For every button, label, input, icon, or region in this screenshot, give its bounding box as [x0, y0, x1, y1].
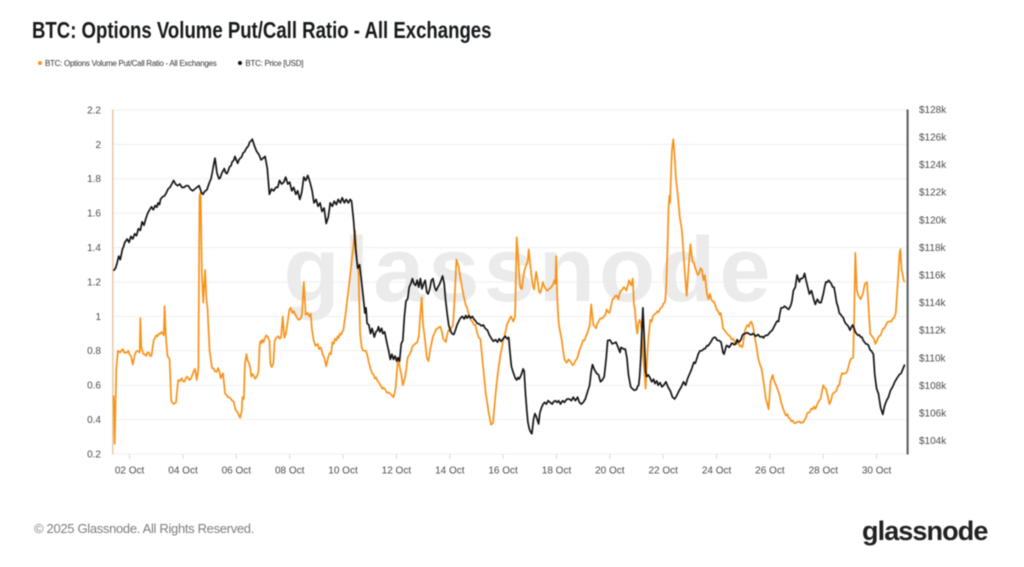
svg-text:$110k: $110k	[919, 353, 947, 364]
svg-text:1.4: 1.4	[87, 243, 101, 254]
svg-text:08 Oct: 08 Oct	[275, 466, 305, 477]
svg-text:14 Oct: 14 Oct	[435, 466, 465, 477]
svg-text:1.2: 1.2	[87, 277, 101, 288]
svg-text:0.8: 0.8	[87, 346, 101, 357]
svg-text:16 Oct: 16 Oct	[488, 466, 518, 477]
svg-text:$118k: $118k	[919, 243, 947, 254]
svg-text:$128k: $128k	[919, 105, 947, 116]
svg-text:20 Oct: 20 Oct	[595, 466, 625, 477]
svg-text:30 Oct: 30 Oct	[862, 466, 892, 477]
svg-text:02 Oct: 02 Oct	[115, 466, 145, 477]
svg-text:1.8: 1.8	[87, 174, 101, 185]
svg-text:1: 1	[95, 312, 101, 323]
svg-text:$106k: $106k	[919, 409, 947, 420]
svg-text:24 Oct: 24 Oct	[702, 466, 732, 477]
svg-text:2.2: 2.2	[87, 105, 101, 116]
svg-text:26 Oct: 26 Oct	[755, 466, 785, 477]
svg-text:04 Oct: 04 Oct	[168, 466, 198, 477]
svg-text:$122k: $122k	[919, 188, 947, 199]
svg-text:0.2: 0.2	[87, 449, 101, 460]
svg-text:$104k: $104k	[919, 436, 947, 447]
svg-text:$114k: $114k	[919, 298, 947, 309]
svg-text:$124k: $124k	[919, 160, 947, 171]
svg-text:$108k: $108k	[919, 381, 947, 392]
svg-text:$120k: $120k	[919, 215, 947, 226]
svg-text:18 Oct: 18 Oct	[542, 466, 572, 477]
svg-text:12 Oct: 12 Oct	[382, 466, 412, 477]
svg-text:0.4: 0.4	[87, 415, 101, 426]
svg-text:$126k: $126k	[919, 133, 947, 144]
svg-text:22 Oct: 22 Oct	[648, 466, 678, 477]
svg-text:1.6: 1.6	[87, 209, 101, 220]
svg-text:28 Oct: 28 Oct	[809, 466, 839, 477]
svg-text:06 Oct: 06 Oct	[222, 466, 252, 477]
svg-text:$116k: $116k	[919, 271, 947, 282]
svg-text:0.6: 0.6	[87, 381, 101, 392]
svg-text:$112k: $112k	[919, 326, 947, 337]
svg-text:10 Oct: 10 Oct	[328, 466, 358, 477]
svg-text:2: 2	[95, 140, 101, 151]
